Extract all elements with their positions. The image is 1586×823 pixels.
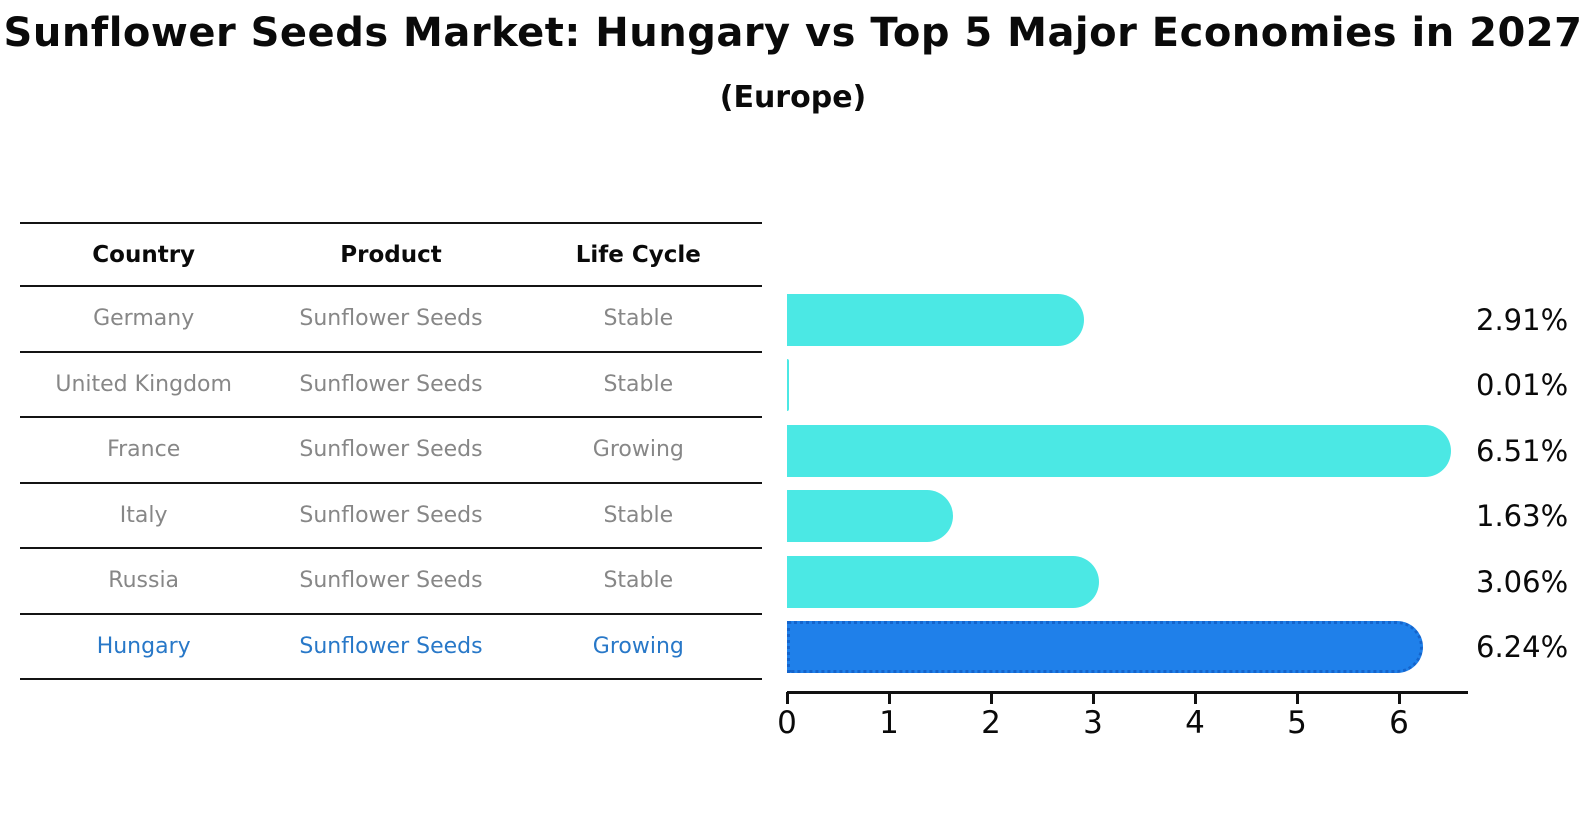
chart-subtitle: (Europe) <box>719 80 867 115</box>
x-axis-tick-mark-1 <box>887 692 891 704</box>
x-axis-tick-mark-3 <box>1091 692 1095 704</box>
table-cell-country: Italy <box>119 502 168 528</box>
bar-value-label-france: 6.51% <box>1476 433 1569 468</box>
chart-title: Sunflower Seeds Market: Hungary vs Top 5… <box>3 10 1583 56</box>
table-cell-product: Sunflower Seeds <box>299 502 483 528</box>
table-cell-life-cycle: Stable <box>603 568 674 594</box>
x-axis-tick-mark-6 <box>1397 692 1401 704</box>
table-cell-product: Sunflower Seeds <box>299 437 483 463</box>
table-row-russia: Russia Sunflower Seeds Stable <box>20 549 762 615</box>
column-header-product: Product <box>340 241 442 268</box>
bar-france <box>787 424 1452 477</box>
x-axis-tick-label-5: 5 <box>1287 705 1307 741</box>
bar-united-kingdom <box>787 359 789 412</box>
x-axis-tick-label-1: 1 <box>879 705 899 741</box>
x-axis-tick-mark-4 <box>1193 692 1197 704</box>
table-cell-product: Sunflower Seeds <box>299 568 483 594</box>
table-cell-life-cycle: Stable <box>603 371 674 397</box>
bar-russia <box>787 555 1100 608</box>
table-cell-life-cycle: Growing <box>592 437 684 463</box>
x-axis-tick-label-6: 6 <box>1389 705 1409 741</box>
bar-value-label-united-kingdom: 0.01% <box>1476 368 1569 403</box>
country-table: Country Product Life Cycle Germany Sunflower… <box>20 222 762 680</box>
table-cell-product: Sunflower Seeds <box>299 633 483 659</box>
x-axis-tick-mark-2 <box>989 692 993 704</box>
x-axis-tick-label-3: 3 <box>1083 705 1103 741</box>
table-cell-life-cycle: Stable <box>603 502 674 528</box>
table-cell-country: France <box>107 437 181 463</box>
x-axis-tick-label-0: 0 <box>777 705 797 741</box>
bar-value-label-italy: 1.63% <box>1476 499 1569 534</box>
table-row-france: France Sunflower Seeds Growing <box>20 418 762 484</box>
x-axis-tick-mark-5 <box>1295 692 1299 704</box>
table-cell-country: Russia <box>108 568 180 594</box>
table-cell-product: Sunflower Seeds <box>299 306 483 332</box>
x-axis-tick-label-4: 4 <box>1185 705 1205 741</box>
table-cell-country: Hungary <box>96 633 191 659</box>
table-cell-country: United Kingdom <box>55 371 232 397</box>
table-header-row: Country Product Life Cycle <box>20 224 762 287</box>
table-cell-country: Germany <box>93 306 195 332</box>
table-row-germany: Germany Sunflower Seeds Stable <box>20 287 762 353</box>
bar-value-label-germany: 2.91% <box>1476 302 1569 337</box>
x-axis-tick-label-2: 2 <box>981 705 1001 741</box>
column-header-life-cycle: Life Cycle <box>575 241 701 268</box>
x-axis-tick-mark-0 <box>785 692 789 704</box>
table-cell-life-cycle: Stable <box>603 306 674 332</box>
bar-value-label-hungary: 6.24% <box>1476 630 1569 665</box>
table-row-italy: Italy Sunflower Seeds Stable <box>20 484 762 549</box>
table-row-hungary: Hungary Sunflower Seeds Growing <box>20 615 762 680</box>
bar-germany <box>787 293 1084 346</box>
bar-value-label-russia: 3.06% <box>1476 564 1569 599</box>
table-cell-life-cycle: Growing <box>592 633 684 659</box>
table-row-united-kingdom: United Kingdom Sunflower Seeds Stable <box>20 353 762 418</box>
x-axis-line <box>787 691 1468 694</box>
bar-hungary <box>787 621 1424 674</box>
column-header-country: Country <box>92 241 196 268</box>
table-cell-product: Sunflower Seeds <box>299 371 483 397</box>
bar-italy <box>787 490 954 543</box>
